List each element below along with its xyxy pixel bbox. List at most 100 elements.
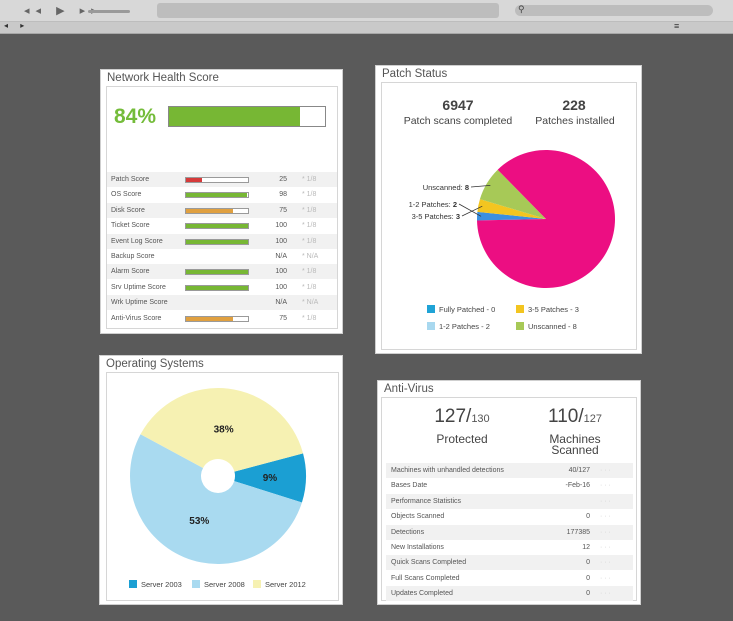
row-dots: · · · [600, 574, 611, 582]
operating-systems-body: 9% 53% 38% Server 2003 Server 2008 Server … [106, 372, 339, 601]
score-row: Wrk Uptime Score N/A * N/A [107, 295, 337, 311]
score-row: Srv Uptime Score 100 * 1/8 [107, 280, 337, 295]
patch-status-body: 6947 Patch scans completed 228 Patches i… [381, 82, 637, 350]
pie-data-label: 53% [189, 516, 209, 527]
panel-title: Operating Systems [106, 358, 204, 370]
row-dots: · · · [600, 467, 611, 474]
panel-title: Anti-Virus [384, 383, 434, 395]
stat-value: 0 [586, 590, 590, 598]
stat-row: Machines with unhandled detections 40/127… [386, 463, 633, 478]
stat-label: Performance Statistics [391, 497, 462, 505]
stat-row: Performance Statistics · · · [386, 493, 633, 509]
row-dots: · · · [600, 559, 611, 567]
machines-scanned-label: Machines Scanned [549, 432, 601, 457]
legend-item: Server 2008 [192, 580, 245, 589]
legend-item: Server 2012 [253, 580, 306, 589]
score-row: Backup Score N/A * N/A [107, 249, 337, 264]
secondary-toolbar: ◂ ▸ ≡ [0, 21, 733, 34]
score-label: Srv Uptime Score [111, 283, 166, 291]
score-bar [185, 223, 249, 230]
score-value: 100 [275, 222, 287, 230]
score-row: Disk Score 75 * 1/8 [107, 202, 337, 218]
score-weight: * 1/8 [302, 206, 317, 214]
seek-bar[interactable] [88, 10, 130, 13]
legend-item: Fully Patched - 0 [427, 305, 495, 314]
callout-line [470, 184, 491, 188]
score-value: N/A [275, 299, 287, 307]
score-bar [185, 284, 249, 291]
stat-value: 40/127 [568, 467, 590, 474]
address-bar[interactable] [157, 3, 499, 18]
score-weight: * N/A [302, 299, 319, 307]
stat-label: New Installations [391, 544, 444, 551]
row-dots: · · · [600, 513, 611, 521]
panel-title: Network Health Score [107, 72, 219, 84]
stat-label: Detections [391, 528, 425, 536]
stat-value: -Feb-16 [565, 482, 590, 490]
stat-value: 0 [586, 559, 590, 567]
network-health-panel: Network Health Score 84% Patch Score 25 * … [100, 69, 343, 334]
score-value: 100 [275, 268, 287, 276]
score-label: OS Score [111, 191, 142, 199]
patch-scans-label: Patch scans completed [403, 115, 513, 127]
pie-slice-3-5-patches [477, 199, 546, 219]
stat-row: Full Scans Completed 0 · · · [386, 571, 633, 586]
stat-row: Detections 177385 · · · [386, 524, 633, 540]
score-label: Ticket Score [111, 222, 150, 230]
score-value: N/A [275, 253, 287, 260]
search-icon: ⚲ [518, 4, 525, 14]
score-weight: * 1/8 [302, 191, 317, 199]
stat-row: New Installations 12 · · · [386, 540, 633, 555]
stat-row: Bases Date -Feb-16 · · · [386, 478, 633, 493]
patches-installed-count: 228 [562, 97, 586, 113]
protected-label: Protected [436, 432, 488, 446]
callout-label: 1-2 Patches: 2 [409, 200, 457, 209]
score-weight: * 1/8 [302, 237, 317, 245]
overall-score: 84% [114, 105, 157, 128]
score-label: Alarm Score [111, 268, 150, 276]
stat-value: 12 [582, 544, 590, 551]
score-bar [185, 177, 249, 183]
operating-systems-panel: Operating Systems 9% 53% 38% Server 2003 S… [99, 355, 343, 605]
stat-value: 0 [586, 574, 590, 582]
stat-label: Bases Date [391, 482, 428, 490]
pie-slice-remaining [477, 150, 615, 288]
pie-slice-server-2008 [129, 434, 302, 564]
patch-status-panel: Patch Status 6947 Patch scans completed … [375, 65, 642, 354]
row-dots: · · · [600, 482, 611, 490]
score-label: Backup Score [111, 253, 155, 260]
callout-label: 3-5 Patches: 3 [412, 212, 460, 221]
row-dots: · · · [600, 528, 611, 536]
menu-icon[interactable]: ≡ [674, 21, 680, 31]
score-bar [185, 192, 249, 199]
score-bar [185, 269, 249, 276]
pie-slice-1-2-patches [477, 211, 546, 221]
score-weight: * 1/8 [302, 176, 317, 183]
nav-arrows-icon[interactable]: ◂ ▸ [4, 21, 30, 30]
score-bar [185, 238, 249, 245]
anti-virus-body: 127/130 Protected 110/127 Machines Scann… [381, 397, 637, 602]
score-value: 98 [279, 191, 287, 199]
operating-systems-donut-chart: 9% 53% 38% [129, 388, 306, 564]
callout-line [458, 203, 482, 217]
score-weight: * 1/8 [302, 222, 317, 230]
row-dots: · · · [600, 497, 611, 505]
legend-item: 1-2 Patches - 2 [427, 322, 490, 331]
pie-data-label: 9% [263, 473, 278, 484]
patches-installed-label: Patches installed [535, 115, 615, 127]
media-controls-icon[interactable]: ◂◂ ▶ ▸▸ [24, 5, 103, 17]
score-bar [185, 315, 249, 322]
anti-virus-panel: Anti-Virus 127/130 Protected 110/127 Mac… [377, 380, 641, 605]
stat-value: 177385 [566, 528, 590, 536]
stat-label: Full Scans Completed [391, 574, 460, 582]
score-weight: * N/A [302, 253, 319, 260]
patch-status-pie-chart: Unscanned: 8 1-2 Patches: 2 3-5 Patches: 3 [409, 150, 615, 288]
legend-item: Unscanned - 8 [516, 322, 577, 331]
stat-row: Updates Completed 0 · · · [386, 586, 633, 602]
search-box[interactable]: ⚲ [515, 4, 713, 16]
score-row: Anti-Virus Score 75 * 1/8 [107, 311, 337, 326]
patch-scans-count: 6947 [442, 97, 474, 113]
score-bar [185, 207, 249, 214]
score-value: 75 [279, 206, 287, 214]
pie-slice-unscanned [479, 169, 546, 219]
